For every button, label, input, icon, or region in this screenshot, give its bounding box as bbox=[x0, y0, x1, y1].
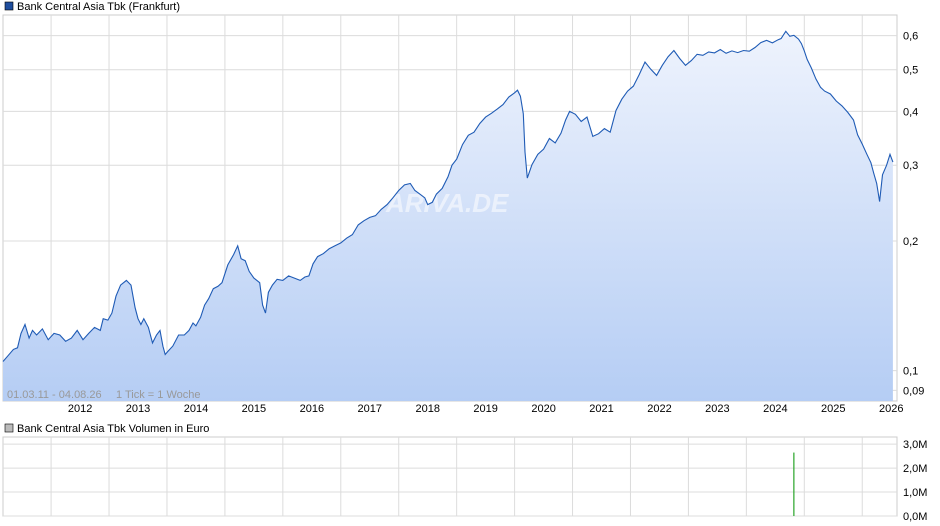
price-y-tick-label: 0,4 bbox=[903, 106, 918, 118]
volume-legend-label: Bank Central Asia Tbk Volumen in Euro bbox=[17, 423, 209, 435]
watermark: ARIVA.DE bbox=[385, 188, 509, 218]
date-range-label: 01.03.11 - 04.08.26 bbox=[7, 389, 102, 401]
volume-grid bbox=[3, 437, 897, 517]
price-legend-label: Bank Central Asia Tbk (Frankfurt) bbox=[17, 1, 180, 13]
price-y-tick-label: 0,5 bbox=[903, 65, 918, 77]
volume-y-axis: 3,0M 2,0M 1,0M 0,0M bbox=[903, 439, 927, 523]
volume-y-tick-label: 2,0M bbox=[903, 463, 927, 475]
price-x-tick-label: 2021 bbox=[589, 403, 613, 415]
volume-bars bbox=[793, 452, 795, 516]
price-x-tick-label: 2020 bbox=[531, 403, 555, 415]
price-x-tick-label: 2018 bbox=[415, 403, 439, 415]
price-y-tick-label: 0,1 bbox=[903, 366, 918, 378]
volume-bar bbox=[793, 452, 795, 516]
price-x-tick-label: 2015 bbox=[242, 403, 266, 415]
price-plot-area: ARIVA.DE 01.03.11 - 04.08.26 1 Tick = 1 … bbox=[2, 14, 924, 415]
price-x-tick-label: 2012 bbox=[68, 403, 92, 415]
price-x-tick-label: 2024 bbox=[763, 403, 787, 415]
price-y-tick-label: 0,3 bbox=[903, 160, 918, 172]
price-x-tick-label: 2025 bbox=[821, 403, 845, 415]
price-y-axis: 0,6 0,5 0,4 0,3 0,2 0,1 0,09 bbox=[903, 31, 924, 398]
price-series-line bbox=[2, 30, 894, 362]
price-x-tick-label: 2019 bbox=[473, 403, 497, 415]
price-x-tick-label: 2017 bbox=[358, 403, 382, 415]
price-y-tick-label: 0,6 bbox=[903, 31, 918, 43]
price-area-fill bbox=[3, 31, 893, 402]
price-x-tick-label: 2023 bbox=[705, 403, 729, 415]
volume-y-tick-label: 3,0M bbox=[903, 439, 927, 451]
volume-plot-frame bbox=[2, 436, 898, 517]
price-x-axis: 2012 2013 2014 2015 2016 2017 2018 2019 2020 2021… bbox=[68, 403, 904, 415]
price-y-tick-label: 0,2 bbox=[903, 236, 918, 248]
volume-y-tick-label: 1,0M bbox=[903, 487, 927, 499]
volume-legend-swatch bbox=[4, 423, 14, 433]
price-x-tick-label: 2016 bbox=[300, 403, 324, 415]
price-y-tick-label: 0,09 bbox=[903, 385, 924, 397]
price-x-tick-label: 2022 bbox=[647, 403, 671, 415]
tick-info-label: 1 Tick = 1 Woche bbox=[116, 389, 200, 401]
price-x-tick-label: 2014 bbox=[184, 403, 208, 415]
volume-y-tick-label: 0,0M bbox=[903, 511, 927, 523]
price-legend-swatch bbox=[4, 1, 14, 11]
price-x-tick-label: 2026 bbox=[879, 403, 903, 415]
volume-plot-area: 3,0M 2,0M 1,0M 0,0M bbox=[2, 436, 927, 523]
price-x-tick-label: 2013 bbox=[126, 403, 150, 415]
